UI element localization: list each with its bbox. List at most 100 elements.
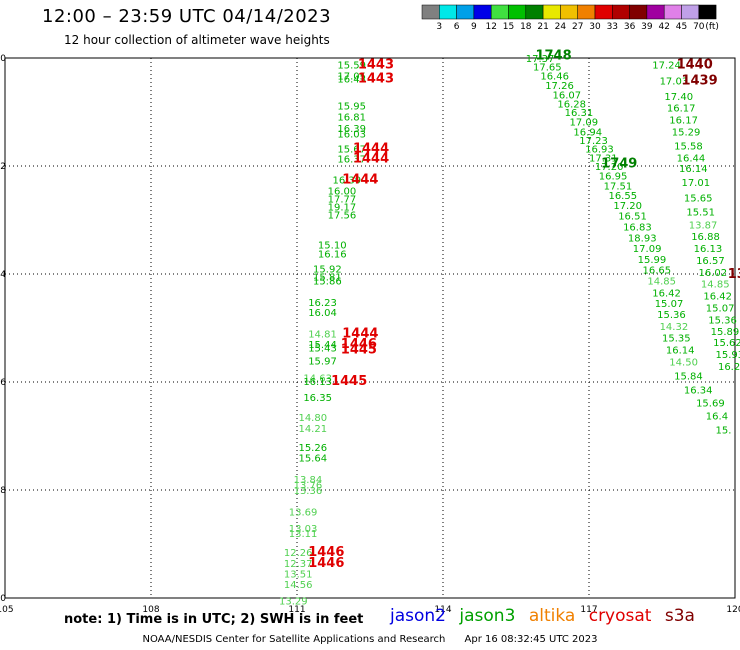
wave-height-label: 17.31	[589, 153, 618, 164]
wave-height-label: 16.39	[333, 176, 362, 187]
chart-title: 12:00 – 23:59 UTC 04/14/2023	[42, 6, 332, 27]
legend-swatch	[542, 4, 561, 20]
wave-height-label: 16.93	[585, 145, 614, 156]
wave-height-label: 15.99	[638, 255, 667, 266]
wave-height-label: 17.24	[652, 60, 681, 71]
wave-height-label: 17.40	[664, 92, 693, 103]
wave-height-label: 16.57	[696, 256, 725, 267]
pass-id-label: 1444	[353, 142, 389, 157]
x-tick-label: 117	[580, 605, 597, 615]
wave-height-label: 13.76	[294, 481, 323, 492]
legend-swatch	[456, 4, 475, 20]
wave-height-label: 14.56	[284, 580, 313, 591]
wave-height-label: 16.43	[337, 75, 366, 86]
wave-height-label: 14.32	[660, 322, 689, 333]
wave-height-label: 16.46	[540, 71, 569, 82]
y-tick-label: -40	[0, 54, 6, 64]
legend-swatch	[490, 4, 509, 20]
wave-height-label: 15.67	[337, 145, 366, 156]
wave-height-label: 15.62	[713, 338, 740, 349]
legend-unit: (ft)	[705, 22, 719, 32]
wave-height-label: 15.84	[674, 372, 703, 383]
wave-height-label: 15.81	[313, 273, 342, 284]
wave-height-label: 17.03	[660, 77, 689, 88]
credit-text: NOAA/NESDIS Center for Satellite Applica…	[142, 634, 446, 645]
wave-height-label: 16.51	[618, 212, 647, 223]
wave-height-label: 16.42	[703, 292, 732, 303]
pass-id-label: 1445	[341, 343, 377, 358]
wave-height-label: 14.81	[308, 329, 337, 340]
wave-height-label: 15.35	[662, 334, 691, 345]
x-tick-label: 114	[434, 605, 451, 615]
wave-height-label: 14.85	[701, 280, 730, 291]
wave-height-label: 16.55	[608, 191, 637, 202]
wave-height-label: 16.00	[328, 186, 357, 197]
legend-label: 42	[658, 22, 669, 32]
legend-label: 36	[624, 22, 636, 32]
legend-swatch	[663, 4, 682, 20]
legend-swatch	[698, 4, 717, 20]
legend-swatch	[594, 4, 613, 20]
legend-swatch	[473, 4, 492, 20]
wave-height-labels: 15.5917.0516.4315.9516.8116.3916.0315.67…	[279, 48, 740, 607]
legend-swatch	[560, 4, 578, 20]
legend-label: 21	[537, 22, 548, 32]
wave-height-label: 16.42	[652, 288, 681, 299]
wave-height-label: 13.69	[289, 508, 318, 519]
wave-height-label: 16.17	[669, 116, 698, 127]
wave-height-label: 16.17	[667, 104, 696, 115]
wave-height-label: 16.14	[679, 164, 708, 175]
wave-height-label: 13.11	[289, 529, 318, 540]
wave-height-label: 15.64	[298, 454, 327, 465]
legend-swatch	[421, 4, 440, 20]
legend-label: 12	[485, 22, 496, 32]
pass-id-label: 1444	[342, 173, 378, 188]
wave-height-label: 17.77	[328, 194, 357, 205]
pass-id-label: 1443	[358, 72, 394, 87]
satellite-legend: jason2 jason3 altika cryosat s3a	[390, 606, 703, 626]
wave-height-label: 17.05	[337, 71, 366, 82]
legend-swatch	[629, 4, 648, 20]
wave-height-label: 14.80	[298, 413, 327, 424]
wave-height-label: 16.95	[599, 172, 628, 183]
pass-id-label: 1749	[601, 156, 637, 171]
wave-height-label: 15.36	[657, 310, 686, 321]
x-tick-label: 120	[726, 605, 740, 615]
legend-swatch	[525, 4, 544, 20]
legend-label: 70	[693, 22, 705, 32]
wave-height-label: 15.36	[708, 315, 737, 326]
wave-height-label: 13.03	[289, 524, 318, 535]
legend-label: 6	[454, 22, 460, 32]
wave-height-label: 17.51	[604, 181, 633, 192]
pass-id-label: 1443	[358, 57, 394, 72]
wave-height-label: 15.89	[711, 327, 740, 338]
y-tick-label: -42	[0, 162, 6, 172]
wave-height-label: 15.44	[308, 340, 337, 351]
wave-height-label: 16.31	[565, 108, 594, 119]
timestamp: Apr 16 08:32:45 UTC 2023	[464, 634, 598, 645]
wave-height-label: 15.	[716, 426, 732, 437]
wave-height-label: 19.17	[328, 203, 357, 214]
legend-label: 9	[471, 22, 477, 32]
legend-swatch	[577, 4, 596, 20]
axis-ticks: 105 108 111 114 117 120 -40 -42 -44 -46 -48 -50	[0, 54, 740, 615]
wave-height-label: 17.01	[681, 178, 710, 189]
wave-height-label: 17.20	[613, 201, 642, 212]
sat-s3a: s3a	[664, 606, 695, 626]
wave-height-label: 13.84	[294, 475, 323, 486]
wave-height-label: 15.69	[696, 399, 725, 410]
wave-height-label: 16.13	[694, 244, 723, 255]
pass-id-label: 1446	[308, 556, 344, 571]
wave-height-label: 17.09	[633, 244, 662, 255]
y-tick-label: -44	[0, 270, 6, 280]
legend-swatch	[646, 4, 665, 20]
wave-height-label: 15.51	[686, 207, 715, 218]
wave-height-label: 15.43	[308, 343, 337, 354]
wave-height-label: 18.93	[628, 233, 657, 244]
wave-height-label: 16.2	[718, 362, 740, 373]
legend-label: 18	[520, 22, 532, 32]
legend-swatch	[681, 4, 700, 20]
legend-swatch	[612, 4, 630, 20]
wave-height-label: 16.03	[337, 130, 366, 141]
wave-height-label: 17.09	[570, 118, 599, 129]
